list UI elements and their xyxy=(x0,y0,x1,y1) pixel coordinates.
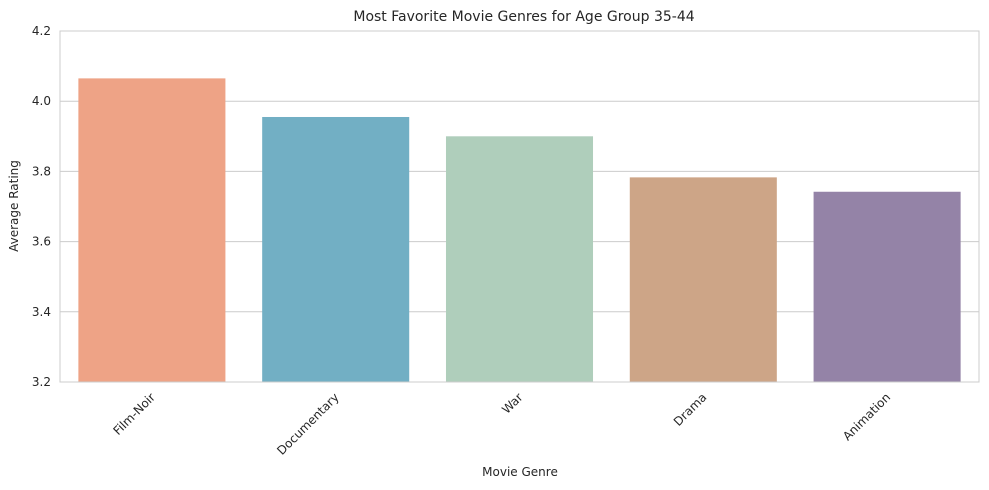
y-tick-label: 3.8 xyxy=(32,164,51,178)
y-tick-label: 3.6 xyxy=(32,235,51,249)
plot-frame xyxy=(59,30,980,383)
y-tick-label: 3.4 xyxy=(32,305,51,319)
x-tick-label: War xyxy=(499,390,525,416)
y-tick-label: 4.0 xyxy=(32,94,51,108)
bar-war xyxy=(445,136,594,382)
x-tick-labels: Film-Noir Documentary War Drama Animation xyxy=(110,390,893,458)
y-tick-labels: 3.2 3.4 3.6 3.8 4.0 4.2 xyxy=(32,24,51,389)
chart-title: Most Favorite Movie Genres for Age Group… xyxy=(353,9,694,25)
x-axis-label: Movie Genre xyxy=(482,465,558,479)
x-tick-label: Animation xyxy=(840,390,893,443)
y-axis-label: Average Rating xyxy=(7,160,21,252)
bars xyxy=(78,78,961,383)
y-tick-label: 4.2 xyxy=(32,24,51,38)
bar-documentary xyxy=(262,116,410,383)
bar-drama xyxy=(629,177,777,382)
bar-animation xyxy=(813,191,961,382)
y-tick-label: 3.2 xyxy=(32,375,51,389)
bar-film-noir xyxy=(78,78,226,382)
x-tick-label: Film-Noir xyxy=(110,390,158,438)
x-tick-label: Drama xyxy=(671,390,710,429)
x-tick-label: Documentary xyxy=(274,390,342,458)
